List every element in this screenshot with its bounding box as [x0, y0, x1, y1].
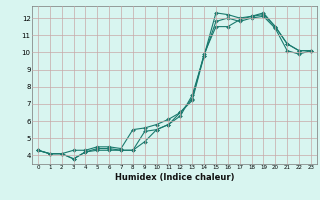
X-axis label: Humidex (Indice chaleur): Humidex (Indice chaleur): [115, 173, 234, 182]
